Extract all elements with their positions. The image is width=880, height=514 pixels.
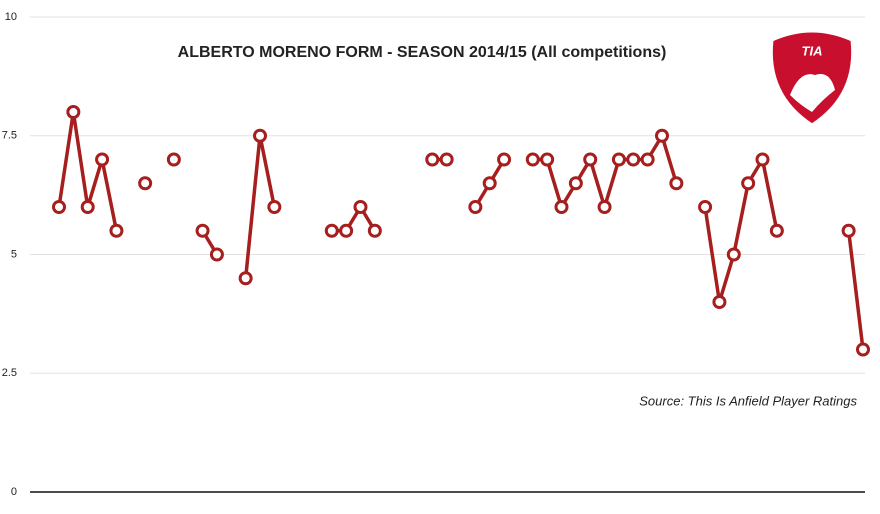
y-tick-label: 5	[11, 248, 17, 260]
point	[856, 342, 870, 357]
y-tick-label: 2.5	[2, 367, 17, 379]
logo: TIA	[769, 29, 855, 127]
point	[640, 152, 655, 167]
point	[741, 176, 756, 191]
point	[583, 152, 598, 167]
point	[597, 200, 612, 214]
point	[540, 152, 555, 167]
logo-text: TIA	[802, 43, 823, 58]
y-tick-label: 0	[11, 486, 17, 498]
point	[138, 176, 153, 191]
point	[769, 223, 784, 238]
point	[755, 152, 770, 167]
point	[353, 200, 368, 214]
line-segment	[532, 134, 679, 209]
source-note: Source: This Is Anfield Player Ratings	[639, 393, 857, 408]
point	[267, 200, 282, 214]
point	[626, 152, 641, 167]
point	[324, 223, 339, 238]
point	[611, 152, 626, 167]
y-tick-label: 10	[5, 11, 17, 23]
line-segment	[703, 157, 779, 304]
point	[66, 105, 81, 119]
point	[468, 200, 483, 214]
point	[712, 295, 727, 309]
point	[525, 152, 540, 167]
point	[95, 152, 110, 167]
point	[439, 152, 454, 167]
point	[726, 247, 741, 262]
point	[80, 200, 95, 214]
point	[109, 223, 124, 238]
chart-title: ALBERTO MORENO FORM - SEASON 2014/15 (Al…	[178, 44, 667, 61]
logo-bird	[790, 74, 835, 112]
point	[568, 176, 583, 191]
point	[52, 200, 66, 214]
point	[497, 152, 512, 167]
point	[655, 128, 669, 143]
point	[554, 200, 569, 214]
point	[339, 223, 354, 238]
point	[698, 200, 713, 214]
point	[425, 152, 440, 167]
point	[253, 128, 267, 143]
point	[238, 271, 253, 286]
point	[166, 152, 181, 167]
point	[841, 223, 856, 238]
point	[367, 223, 382, 238]
line-segment	[331, 205, 377, 233]
point	[482, 176, 497, 191]
point	[209, 247, 224, 262]
point	[195, 223, 210, 238]
point	[669, 176, 684, 191]
line-segment	[846, 230, 865, 350]
y-tick-label: 7.5	[2, 130, 17, 142]
